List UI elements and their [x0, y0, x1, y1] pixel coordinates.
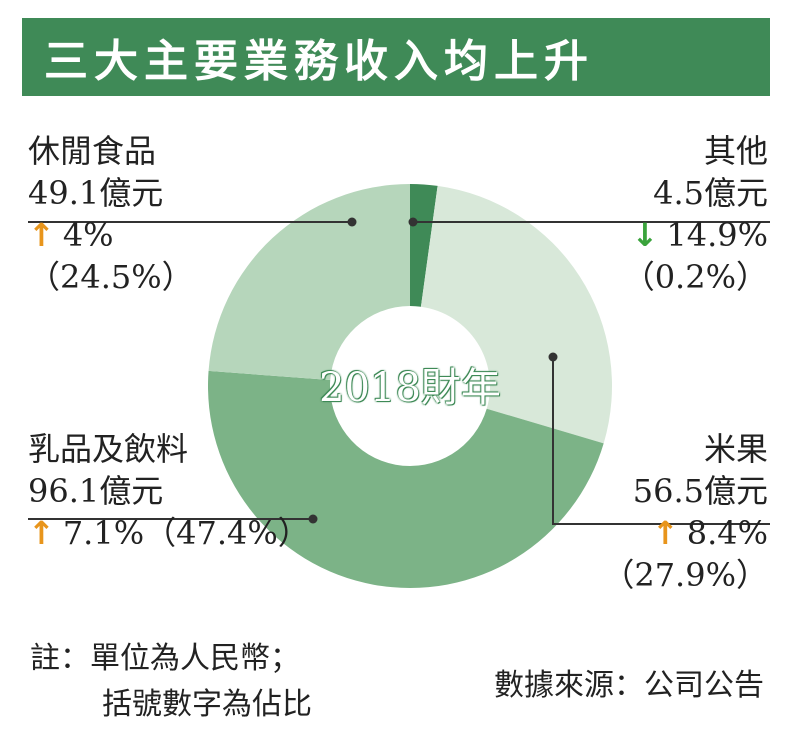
label-snacks-value: 49.1億元	[28, 174, 164, 212]
donut-slice-1	[420, 185, 612, 444]
leader-line-rice	[552, 357, 770, 525]
leader-dot-rice	[548, 352, 558, 362]
label-snacks-share: （24.5%）	[28, 258, 194, 296]
label-rice: 米果 56.5億元 ↑ 8.4% （27.9%）	[602, 428, 768, 596]
label-dairy-value: 96.1億元	[28, 472, 164, 510]
donut-slice-3	[208, 184, 410, 381]
chart-title: 三大主要業務收入均上升	[22, 18, 770, 96]
up-arrow-icon: ↑	[651, 514, 679, 552]
down-arrow-icon: ↓	[631, 216, 659, 254]
label-dairy-name: 乳品及飲料	[28, 430, 189, 468]
donut-slice-0	[410, 184, 438, 307]
footnote: 註：單位為人民幣； 括號數字為佔比	[30, 636, 312, 728]
label-dairy: 乳品及飲料 96.1億元 ↑ 7.1%（47.4%）	[28, 428, 310, 554]
donut-slice-2	[207, 370, 604, 589]
footnote-line1: 註：單位為人民幣；	[30, 641, 300, 676]
label-dairy-change: ↑ 7.1%（47.4%）	[28, 514, 310, 552]
label-snacks: 休閒食品 49.1億元 ↑ 4% （24.5%）	[28, 130, 194, 298]
label-rice-name: 米果	[703, 430, 768, 468]
footnote-line2: 括號數字為佔比	[102, 687, 312, 722]
data-source: 數據來源：公司公告	[494, 668, 764, 703]
label-others-change: ↓ 14.9%	[631, 216, 768, 254]
leader-dot-snacks	[347, 217, 357, 227]
label-others-name: 其他	[703, 132, 768, 170]
label-others: 其他 4.5億元 ↓ 14.9% （0.2%）	[623, 130, 768, 298]
leader-dot-others	[408, 217, 418, 227]
center-label: 2018財年	[319, 365, 501, 411]
label-snacks-change: ↑ 4%	[28, 216, 114, 254]
up-arrow-icon: ↑	[28, 216, 55, 254]
label-rice-change: ↑ 8.4%	[651, 514, 768, 552]
up-arrow-icon: ↑	[28, 514, 55, 552]
label-rice-value: 56.5億元	[632, 472, 768, 510]
label-others-value: 4.5億元	[653, 174, 768, 212]
label-others-share: （0.2%）	[622, 258, 768, 296]
label-rice-share: （27.9%）	[602, 556, 768, 594]
leader-dot-dairy	[308, 514, 318, 524]
label-snacks-name: 休閒食品	[28, 132, 157, 170]
